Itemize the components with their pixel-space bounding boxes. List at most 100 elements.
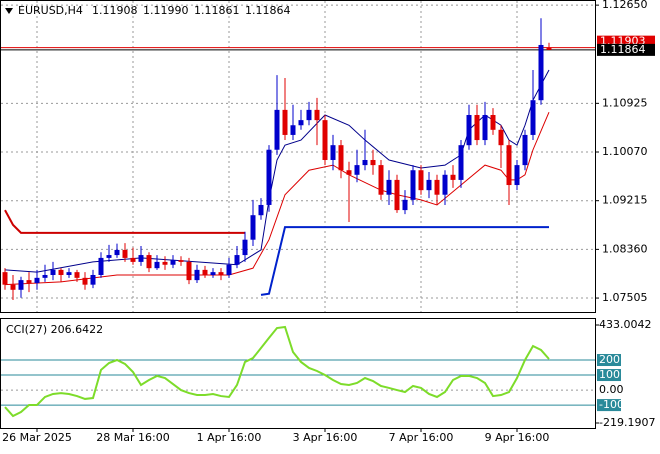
- candle-body: [66, 272, 72, 275]
- level-label-box: [597, 399, 621, 412]
- candle-body: [466, 115, 472, 146]
- candle-body: [530, 100, 536, 135]
- y-tick-label: -100: [599, 398, 624, 411]
- x-tick-label: 3 Apr 16:00: [293, 431, 358, 444]
- candle-body: [234, 255, 240, 265]
- candle-body: [122, 249, 128, 258]
- candle-body: [314, 109, 320, 121]
- x-tick-label: 1 Apr 16:00: [197, 431, 262, 444]
- candle-body: [226, 264, 232, 275]
- candle-body: [106, 255, 112, 258]
- y-tick-label: 1.10925: [602, 96, 648, 109]
- candle-body: [290, 125, 296, 135]
- y-tick-label: 100: [599, 368, 620, 381]
- candle-body: [170, 260, 176, 265]
- candle-body: [178, 260, 184, 262]
- candle-body: [266, 149, 272, 205]
- level-label-box: [597, 369, 621, 382]
- candle-body: [522, 134, 528, 166]
- y-tick-label: 0.00: [599, 383, 624, 396]
- price-label-box: [597, 43, 655, 56]
- y-tick-label: 1.09215: [602, 194, 648, 207]
- price-panel-frame: [0, 0, 596, 313]
- candle-body: [282, 109, 288, 135]
- ohlc-high: 1.11990: [143, 4, 189, 17]
- candle-body: [10, 284, 16, 290]
- cci-title: CCI(27) 206.6422: [6, 323, 103, 336]
- candle-body: [42, 274, 48, 278]
- candle-body: [186, 261, 192, 281]
- candle-body: [298, 120, 304, 126]
- y-tick-label: 1.08360: [602, 242, 648, 255]
- candle-body: [138, 255, 144, 262]
- candle-body: [90, 274, 96, 285]
- candle-body: [218, 272, 224, 275]
- candle-body: [546, 47, 552, 50]
- indicator-line: [4, 209, 245, 234]
- y-tick-label: -219.1907: [599, 416, 655, 429]
- candle-body: [74, 272, 80, 278]
- candle-body: [130, 257, 136, 262]
- candle-body: [346, 170, 352, 175]
- candle-body: [378, 165, 384, 195]
- candle-body: [26, 280, 32, 283]
- candle-body: [250, 215, 256, 240]
- candle-body: [506, 145, 512, 186]
- candle-body: [18, 280, 24, 290]
- candle-body: [34, 277, 40, 283]
- candle-body: [98, 257, 104, 275]
- candle-body: [394, 179, 400, 211]
- candle-body: [322, 120, 328, 160]
- level-label-box: [597, 354, 621, 367]
- candle-body: [194, 269, 200, 281]
- candle-body: [490, 115, 496, 130]
- candle-body: [82, 277, 88, 285]
- candle-body: [354, 165, 360, 175]
- x-tick-label: 26 Mar 2025: [2, 431, 72, 444]
- candle-body: [474, 115, 480, 141]
- candle-body: [274, 109, 280, 150]
- candle-body: [306, 109, 312, 121]
- candle-body: [370, 159, 376, 166]
- ohlc-low: 1.11861: [194, 4, 240, 17]
- candle-body: [442, 174, 448, 195]
- indicator-line: [260, 226, 549, 296]
- y-tick-label: 1.07505: [602, 291, 648, 304]
- candle-body: [114, 249, 120, 256]
- candle-body: [50, 269, 56, 275]
- price-label: 1.11864: [600, 43, 646, 56]
- y-tick-label: 433.0042: [599, 318, 652, 331]
- x-tick-label: 28 Mar 16:00: [96, 431, 169, 444]
- candle-body: [498, 129, 504, 146]
- y-tick-label: 1.12650: [602, 0, 648, 11]
- candle-body: [450, 174, 456, 180]
- ohlc-open: 1.11908: [92, 4, 138, 17]
- ohlc-close: 1.11864: [245, 4, 291, 17]
- candle-body: [514, 165, 520, 186]
- candle-body: [2, 272, 8, 285]
- candle-body: [58, 269, 64, 275]
- candle-body: [434, 179, 440, 195]
- candle-body: [242, 239, 248, 256]
- candle-body: [386, 179, 392, 195]
- candle-body: [258, 204, 264, 216]
- cci-panel-frame: [0, 318, 596, 429]
- candle-body: [538, 44, 544, 101]
- candle-body: [210, 272, 216, 275]
- candle-body: [202, 269, 208, 275]
- y-tick-label: 1.10070: [602, 145, 648, 158]
- symbol: EURUSD,H4: [18, 4, 83, 17]
- candle-body: [482, 115, 488, 141]
- x-tick-label: 9 Apr 16:00: [485, 431, 550, 444]
- candle-body: [162, 261, 168, 265]
- candle-body: [402, 199, 408, 211]
- candle-body: [426, 179, 432, 191]
- candle-body: [362, 159, 368, 166]
- candle-body: [330, 145, 336, 160]
- candle-body: [338, 145, 344, 171]
- candle-body: [410, 170, 416, 200]
- dropdown-icon[interactable]: [5, 8, 13, 14]
- x-tick-label: 7 Apr 16:00: [389, 431, 454, 444]
